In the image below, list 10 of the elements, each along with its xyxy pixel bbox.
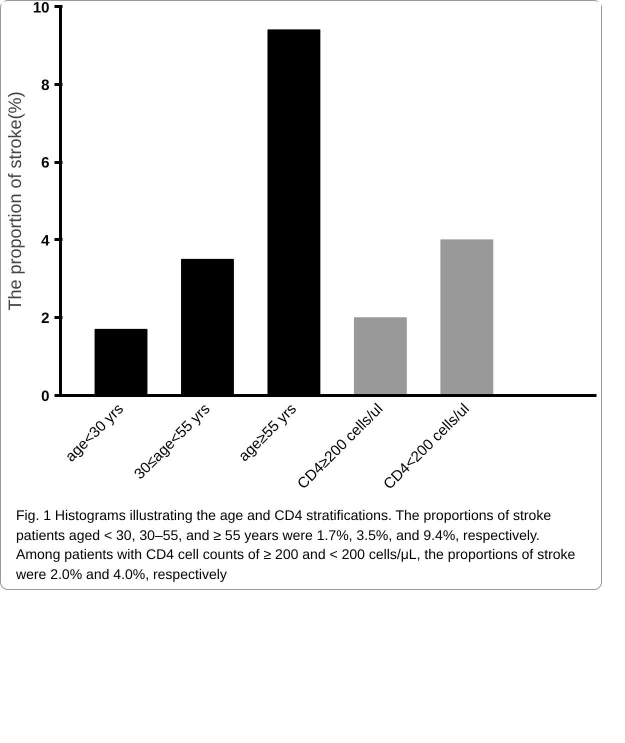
- bar: [354, 317, 407, 396]
- bar: [440, 239, 494, 396]
- caption: Fig. 1 Histograms illustrating the age and CD4 stratifications. The proportions of stroke patients aged < 30, 30–55, and ≥ 55 years were 1.7%, 3.5%, and 9.4%, respectively. Among patients with CD4 cell counts of ≥ 200 and < 200 cells/μL, the proportions of stroke were 2.0% and 4.0%, respectively: [16, 506, 576, 584]
- y-tick-label: 2: [41, 310, 50, 328]
- y-tick-label: 6: [41, 154, 50, 172]
- y-axis-title: The proportion of stroke(%): [4, 91, 25, 311]
- y-tick-label: 4: [41, 232, 50, 250]
- y-tick-label: 8: [41, 76, 50, 94]
- y-tick-label: 0: [41, 388, 50, 405]
- y-tick-label: 10: [32, 0, 50, 16]
